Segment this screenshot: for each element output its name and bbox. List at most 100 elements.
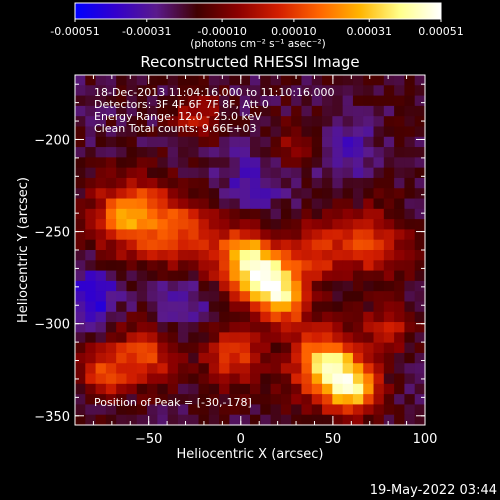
image-pixel [157, 322, 169, 333]
image-pixel [270, 157, 282, 169]
image-pixel [105, 157, 117, 169]
image-pixel [332, 116, 344, 128]
image-pixel [270, 363, 282, 375]
image-pixel [352, 85, 364, 97]
image-pixel [352, 352, 364, 364]
image-pixel [229, 188, 241, 200]
image-pixel [404, 373, 416, 385]
image-pixel [75, 198, 86, 210]
image-pixel [342, 332, 354, 344]
image-pixel [147, 332, 158, 344]
image-pixel [219, 157, 231, 169]
image-pixel [291, 280, 303, 292]
image-pixel [157, 177, 169, 189]
image-pixel [260, 167, 272, 179]
image-pixel [75, 394, 86, 406]
image-pixel [126, 270, 138, 282]
image-pixel [260, 352, 272, 364]
image-pixel [280, 136, 292, 148]
image-pixel [157, 198, 169, 210]
image-pixel [75, 311, 86, 323]
image-pixel [280, 414, 292, 426]
image-pixel [136, 208, 148, 220]
image-pixel [239, 219, 251, 231]
image-pixel [126, 75, 138, 86]
image-pixel [208, 167, 220, 179]
image-pixel [414, 363, 426, 375]
image-pixel [311, 157, 323, 169]
image-pixel [363, 229, 375, 241]
image-pixel [270, 291, 282, 303]
image-pixel [373, 342, 385, 354]
colorbar: -0.00051 -0.00031 -0.00010 0.00010 0.00031 0.… [50, 2, 464, 50]
image-pixel [373, 291, 385, 303]
image-pixel [373, 301, 385, 313]
image-pixel [404, 75, 416, 86]
image-pixel [105, 383, 117, 395]
image-pixel [75, 383, 86, 395]
image-pixel [322, 280, 333, 292]
image-pixel [270, 239, 282, 251]
image-pixel [167, 157, 179, 169]
image-pixel [95, 126, 107, 138]
image-pixel [311, 404, 323, 416]
image-pixel [188, 95, 200, 107]
image-pixel [126, 198, 138, 210]
image-pixel [322, 414, 333, 426]
image-pixel [301, 147, 313, 158]
image-pixel [208, 383, 220, 395]
image-pixel [342, 198, 354, 210]
image-pixel [322, 311, 333, 323]
image-pixel [322, 147, 333, 158]
image-pixel [352, 208, 364, 220]
image-pixel [394, 95, 406, 107]
image-pixel [95, 270, 107, 282]
image-pixel [188, 322, 200, 333]
image-pixel [270, 229, 282, 241]
image-pixel [198, 167, 210, 179]
image-pixel [404, 229, 416, 241]
image-pixel [239, 136, 251, 148]
image-pixel [219, 198, 231, 210]
image-pixel [363, 75, 375, 86]
image-pixel [85, 95, 97, 107]
image-pixel [363, 352, 375, 364]
image-pixel [404, 147, 416, 158]
colorbar-units-label: (photons cm⁻² s⁻¹ asec⁻²) [190, 38, 325, 50]
image-pixel [75, 301, 86, 313]
image-pixel [208, 373, 220, 385]
image-pixel [208, 177, 220, 189]
image-pixel [373, 116, 385, 128]
image-pixel [301, 383, 313, 395]
image-pixel [136, 373, 148, 385]
image-pixel [229, 105, 241, 117]
image-pixel [136, 198, 148, 210]
image-pixel [126, 105, 138, 117]
image-pixel [167, 363, 179, 375]
image-pixel [75, 126, 86, 138]
image-pixel [352, 322, 364, 333]
image-pixel [342, 147, 354, 158]
image-pixel [95, 75, 107, 86]
image-pixel [147, 260, 158, 272]
image-pixel [105, 291, 117, 303]
image-pixel [414, 373, 426, 385]
image-pixel [311, 198, 323, 210]
image-pixel [85, 291, 97, 303]
image-pixel [157, 342, 169, 354]
image-pixel [167, 126, 179, 138]
image-pixel [229, 270, 241, 282]
image-pixel [136, 301, 148, 313]
image-pixel [404, 342, 416, 354]
image-pixel [147, 136, 158, 148]
image-pixel [147, 167, 158, 179]
image-pixel [414, 167, 426, 179]
image-pixel [383, 95, 395, 107]
image-pixel [177, 126, 189, 138]
image-pixel [363, 157, 375, 169]
image-pixel [75, 95, 86, 107]
image-pixel [280, 188, 292, 200]
image-pixel [311, 383, 323, 395]
image-pixel [352, 414, 364, 426]
image-pixel [239, 126, 251, 138]
